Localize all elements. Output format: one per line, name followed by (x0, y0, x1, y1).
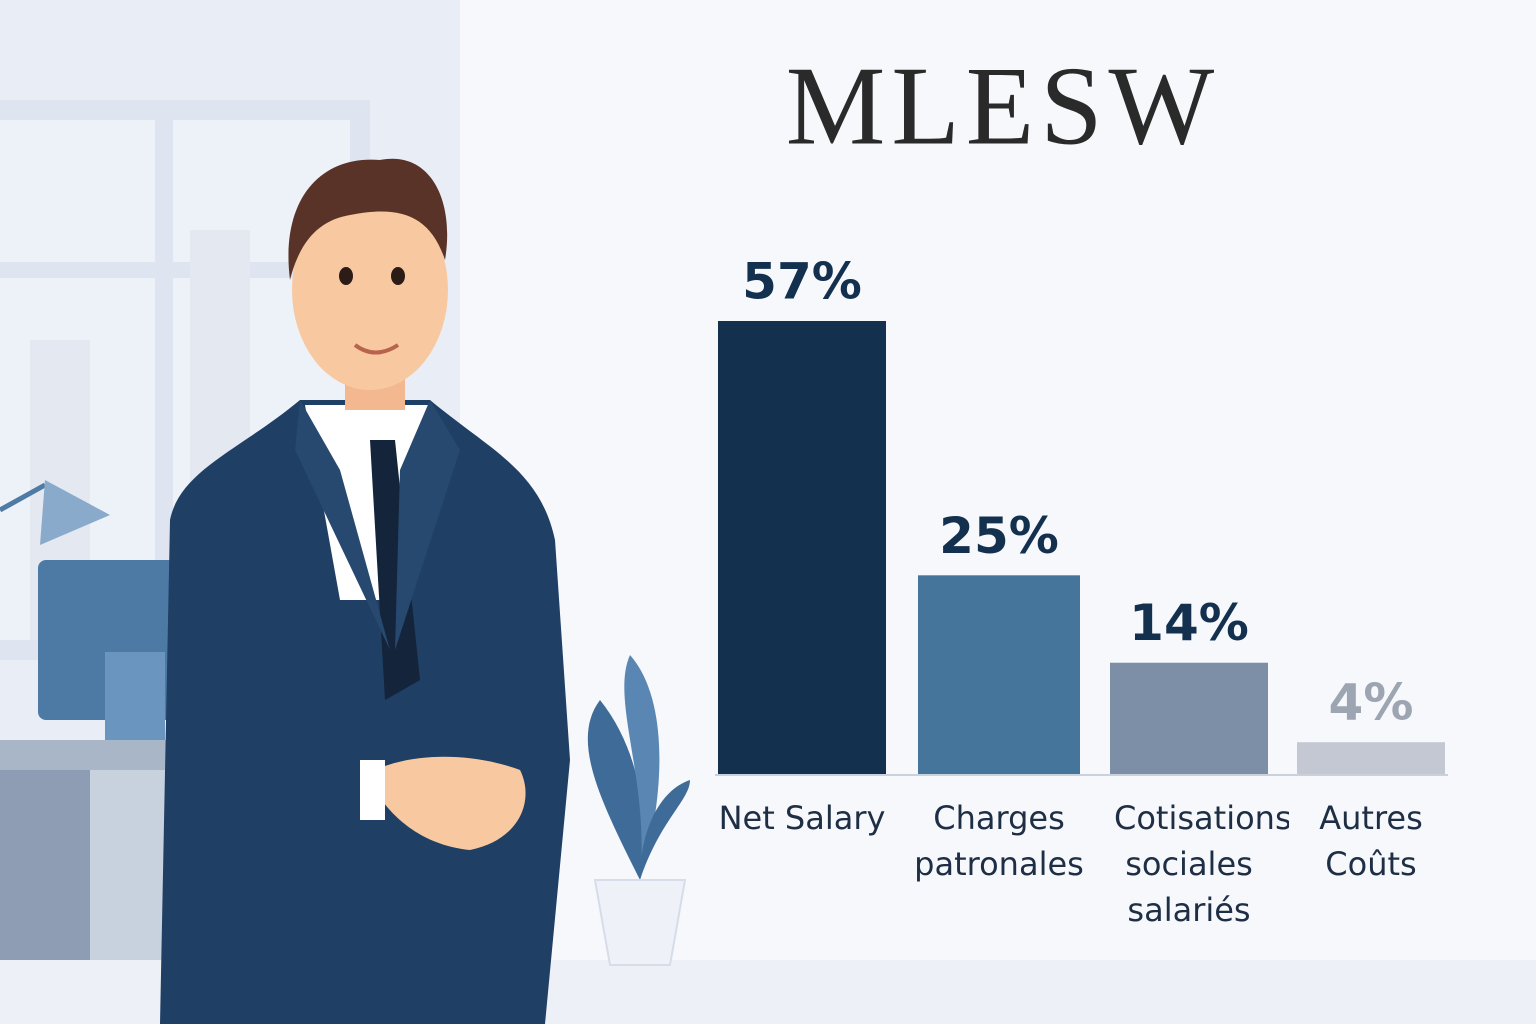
window-frame (0, 262, 350, 278)
value-label: 14% (1129, 594, 1249, 652)
value-label: 57% (742, 253, 862, 311)
suit (160, 400, 570, 1024)
monitor-stand (105, 652, 165, 742)
hands (375, 756, 526, 850)
lamp-arm (0, 482, 47, 513)
desk-drawer (0, 770, 90, 960)
mouth (353, 343, 400, 355)
x-tick-label: Cotisations sociales salariés (1114, 799, 1289, 929)
x-tick-label: Autres Coûts (1319, 799, 1423, 883)
chart-title: MLESW (786, 45, 1220, 169)
plot: 57% Net Salary 25% Charges patronales 14% Cot… (718, 253, 1445, 929)
eye (339, 267, 353, 285)
plant-leaf (587, 700, 644, 880)
x-tick-label: Net Salary (719, 799, 886, 837)
tie (370, 440, 420, 700)
x-tick-label: Charges patronales (914, 799, 1084, 883)
bar (718, 321, 886, 774)
eye (391, 267, 405, 285)
hair (288, 158, 448, 280)
lapel (295, 400, 390, 650)
plant-leaf (640, 780, 690, 880)
cuff (360, 760, 385, 820)
value-label: 25% (939, 507, 1059, 565)
bar (918, 575, 1080, 774)
bar (1110, 662, 1268, 774)
lapel (395, 400, 460, 650)
lamp-shade (40, 480, 110, 545)
plant-pot (593, 879, 687, 966)
value-label: 4% (1329, 674, 1414, 732)
window-frame (155, 120, 173, 640)
bar (1297, 742, 1445, 774)
face (292, 190, 448, 390)
